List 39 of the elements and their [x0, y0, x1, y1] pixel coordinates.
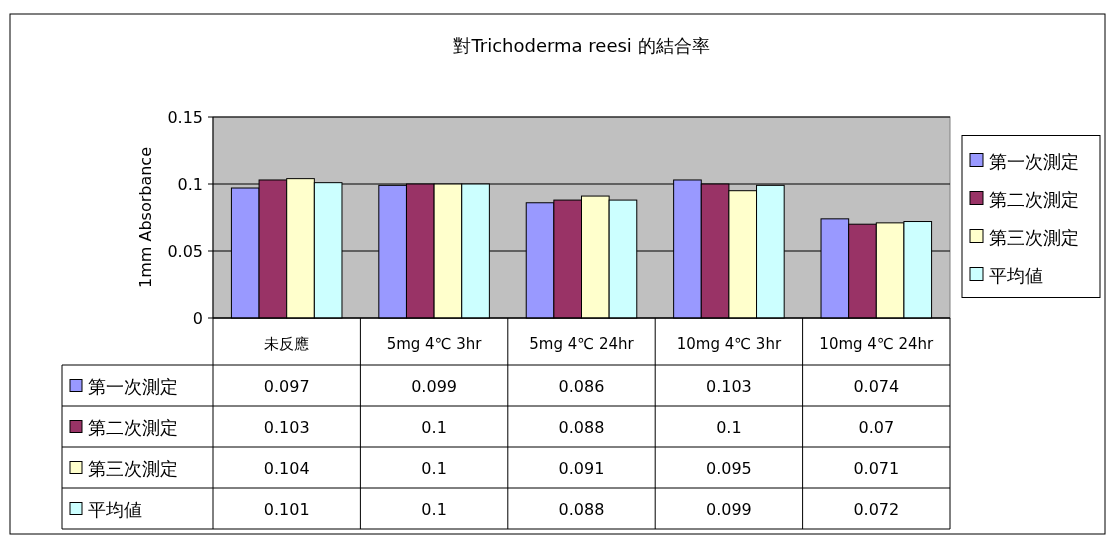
- data-label: 0.099: [411, 376, 458, 396]
- data-label: 0.103: [263, 417, 310, 437]
- text: 第二次測定: [88, 416, 178, 438]
- data-label: 0.088: [558, 499, 605, 519]
- chart-title: 對Trichoderma reesi 的結合率: [453, 35, 710, 56]
- y-tick-label: 0: [192, 309, 203, 328]
- data-label: 0.099: [705, 499, 752, 519]
- data-label: 0.104: [263, 458, 310, 478]
- x-tick-label: 10mg 4℃ 3hr: [676, 335, 782, 353]
- text: 第三次測定: [88, 457, 178, 479]
- data-label: 0.086: [558, 376, 605, 396]
- data-label: 0.1: [421, 417, 447, 437]
- data-label: 0.071: [853, 458, 900, 478]
- x-tick-label: 5mg 4℃ 3hr: [386, 335, 483, 353]
- data-label: 0.091: [558, 458, 605, 478]
- x-tick-label: 未反應: [264, 335, 310, 353]
- data-label: 0.1: [421, 499, 447, 519]
- data-label: 0.07: [858, 417, 895, 437]
- y-tick-label: 0.05: [167, 242, 203, 261]
- data-label: 0.1: [716, 417, 742, 437]
- legend-label: 第一次測定: [88, 375, 178, 397]
- y-tick-label: 0.15: [167, 108, 203, 127]
- data-label: 0.101: [263, 499, 310, 519]
- y-tick-label: 0.1: [177, 175, 203, 194]
- x-tick-label: 10mg 4℃ 24hr: [819, 335, 935, 353]
- x-tick-label: 5mg 4℃ 24hr: [529, 335, 635, 353]
- legend-label: 第三次測定: [989, 226, 1079, 248]
- data-label: 0.103: [705, 376, 752, 396]
- data-label: 0.097: [263, 376, 310, 396]
- text: 平均値: [88, 498, 142, 520]
- text: 第一次測定: [989, 150, 1079, 172]
- legend-label: 第二次測定: [989, 188, 1079, 210]
- data-label: 0.088: [558, 417, 605, 437]
- data-label: 0.1: [421, 458, 447, 478]
- legend-label: 平均値: [989, 264, 1043, 286]
- data-label: 0.072: [853, 499, 900, 519]
- data-label: 0.074: [853, 376, 900, 396]
- y-axis-title: 1mm Absorbance: [136, 147, 155, 288]
- data-label: 0.095: [705, 458, 752, 478]
